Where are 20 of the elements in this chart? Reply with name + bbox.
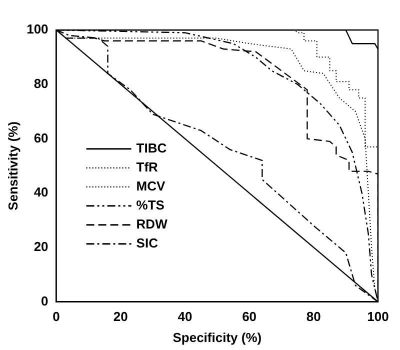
- legend-label: RDW: [136, 216, 168, 232]
- legend-label: MCV: [136, 178, 166, 194]
- x-tick-label: 40: [178, 309, 192, 324]
- x-tick-label: 0: [52, 309, 60, 324]
- y-tick-label: 60: [34, 130, 48, 146]
- y-tick-label: 0: [41, 293, 48, 308]
- legend-label: TIBC: [136, 140, 168, 156]
- legend-label: %TS: [136, 197, 165, 212]
- y-tick-label: 100: [26, 22, 48, 37]
- legend-label: SIC: [136, 235, 159, 250]
- y-tick-label: 20: [34, 239, 48, 254]
- x-tick-label: 100: [367, 309, 389, 324]
- x-tick-label: 60: [242, 309, 257, 324]
- y-axis-title: Sensitivity (%): [5, 121, 20, 210]
- x-axis-title: Specificity (%): [172, 330, 262, 345]
- y-tick-label: 40: [34, 184, 48, 200]
- legend-label: TfR: [136, 159, 159, 174]
- x-tick-label: 80: [306, 309, 321, 324]
- x-tick-label: 20: [113, 309, 128, 324]
- y-tick-label: 80: [34, 76, 48, 91]
